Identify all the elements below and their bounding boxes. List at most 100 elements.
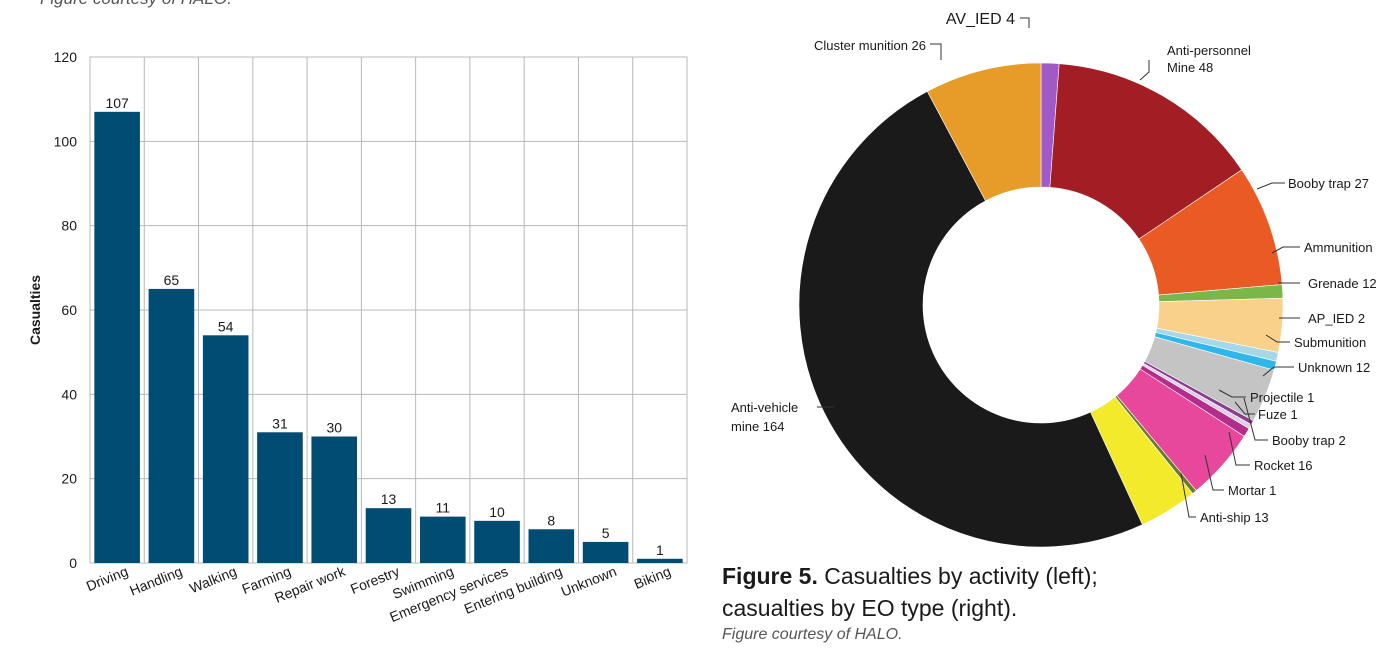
callout-label: Projectile 1 — [1250, 390, 1314, 405]
donut-slice-fuze — [1142, 362, 1252, 430]
y-tick-label: 40 — [61, 386, 77, 402]
x-tick-label: Biking — [632, 563, 673, 592]
bar-chart-gridlines — [89, 56, 688, 564]
donut-slice-submunition — [1154, 332, 1277, 371]
donut-slice-booby-trap — [1138, 169, 1283, 296]
bar-biking — [637, 558, 683, 563]
callout-label: Booby trap 27 — [1288, 176, 1369, 191]
callout-label: Fuze 1 — [1258, 407, 1298, 422]
donut-slice-ap-ied — [1155, 327, 1279, 362]
callout-leader-line — [1234, 401, 1255, 415]
callout-leader-line — [1265, 334, 1290, 343]
bar-value-label: 13 — [381, 491, 397, 507]
bar-value-label: 5 — [602, 525, 610, 541]
callout-label-line: Fuze 1 — [1258, 407, 1298, 422]
donut-slice-booby-trap — [1139, 364, 1250, 437]
y-tick-label: 0 — [69, 555, 77, 571]
callout-label: AV_IED 4 — [946, 11, 1015, 28]
callout-leader-line — [1228, 431, 1250, 466]
callout-label: Grenade 12 — [1308, 276, 1377, 291]
donut-slice-anti-ship — [1090, 396, 1194, 526]
donut-chart-slices — [798, 62, 1284, 548]
bar-forestry — [365, 508, 412, 563]
callout-label-line: AP_IED 2 — [1308, 311, 1365, 326]
bar-walking — [202, 335, 249, 563]
callout-leader-line — [1218, 389, 1246, 398]
caption-credit: Figure courtesy of HALO. — [722, 626, 903, 643]
callout-label: Booby trap 2 — [1272, 433, 1346, 448]
callout-label-line: Mortar 1 — [1228, 483, 1276, 498]
bar-entering-building — [528, 529, 575, 563]
callout-leader-line — [1139, 60, 1150, 81]
callout-label-line: AV_IED 4 — [946, 11, 1015, 28]
figure-caption: Figure 5. Casualties by activity (left);… — [722, 560, 1152, 644]
bar-chart-value-labels: 107 65 54 31 30 13 11 10 8 5 1 — [105, 95, 664, 558]
top-figure-credit: Figure courtesy of HALO. — [40, 0, 232, 9]
donut-slice-ammunition — [1158, 284, 1284, 302]
donut-slice-av-ied — [1040, 62, 1060, 188]
donut-slice-rocket — [1116, 368, 1245, 492]
callout-label-line: Rocket 16 — [1254, 458, 1313, 473]
bar-value-label: 30 — [326, 420, 342, 436]
donut-slice-anti-vehicle-mine — [798, 90, 1143, 548]
callout-label-line: Projectile 1 — [1250, 390, 1314, 405]
callout-leader-line — [1262, 366, 1294, 377]
callout-label: Mortar 1 — [1228, 483, 1276, 498]
callout-label-line: mine 164 — [731, 419, 784, 434]
callout-label: Anti-personnel Mine 48 — [1167, 43, 1251, 75]
x-tick-label: Unknown — [559, 563, 619, 600]
callout-leader-line — [1180, 472, 1196, 518]
callout-label-line: Anti-vehicle — [731, 400, 798, 415]
bar-unknown — [582, 541, 629, 563]
donut-slice-mortar — [1114, 395, 1197, 495]
callout-label-line: Anti-personnel — [1167, 43, 1251, 58]
callout-label-line: Ammunition — [1304, 240, 1373, 255]
callout-label-line: Anti-ship 13 — [1200, 510, 1269, 525]
y-tick-label: 100 — [54, 133, 78, 149]
callout-leader-line — [1204, 454, 1224, 491]
bar-chart: 107 65 54 31 30 13 11 10 8 5 1 0 20 40 60 80 100 120 Dri… — [27, 49, 688, 625]
bar-value-label: 1 — [656, 542, 664, 558]
bar-swimming — [419, 516, 466, 563]
x-tick-label: Driving — [84, 563, 130, 594]
bar-value-label: 11 — [435, 500, 450, 516]
callout-label-line: Cluster munition 26 — [814, 38, 926, 53]
callout-label: Anti-ship 13 — [1200, 510, 1269, 525]
y-tick-label: 60 — [61, 302, 77, 318]
callout-label: Submunition — [1294, 335, 1366, 350]
bar-handling — [148, 288, 195, 563]
bar-emergency-services — [474, 520, 520, 563]
bar-driving — [94, 111, 140, 564]
callout-leader-line — [930, 43, 942, 60]
bar-value-label: 10 — [489, 504, 505, 520]
donut-slice-anti-personnel-mine — [1049, 63, 1243, 240]
donut-chart-callouts: AV_IED 4 Anti-personnel Mine 48 Booby trap … — [731, 11, 1377, 525]
y-tick-label: 120 — [54, 49, 78, 65]
callout-label: Cluster munition 26 — [814, 38, 926, 53]
callout-leader-line — [1271, 246, 1300, 254]
bar-value-label: 107 — [105, 95, 129, 111]
y-tick-label: 20 — [61, 471, 77, 487]
y-tick-label: 80 — [61, 218, 77, 234]
donut-slice-cluster-munition — [926, 62, 1042, 202]
callout-label: Ammunition — [1304, 240, 1373, 255]
bar-chart-bars — [94, 111, 683, 564]
x-tick-label: Handling — [127, 563, 184, 599]
bar-value-label: 31 — [272, 415, 288, 431]
donut-slice-grenade — [1156, 297, 1284, 353]
bar-value-label: 65 — [164, 272, 180, 288]
caption-title: Figure 5. Casualties by activity (left);… — [722, 560, 1152, 624]
caption-text: Casualties by activity (left); casualtie… — [722, 563, 1098, 621]
callout-label-line: Booby trap 27 — [1288, 176, 1369, 191]
callout-leader-line — [1243, 397, 1268, 441]
bar-farming — [257, 432, 303, 563]
callout-label: Anti-vehicle mine 164 — [731, 400, 798, 434]
callout-label: Rocket 16 — [1254, 458, 1313, 473]
callout-leader-line — [1256, 182, 1285, 190]
x-tick-label: Walking — [187, 563, 239, 596]
donut-slice-projectile — [1143, 361, 1254, 426]
callout-leader-line — [1020, 17, 1030, 28]
bar-value-label: 54 — [218, 318, 234, 334]
bar-chart-y-axis-label: Casualties — [27, 275, 43, 345]
